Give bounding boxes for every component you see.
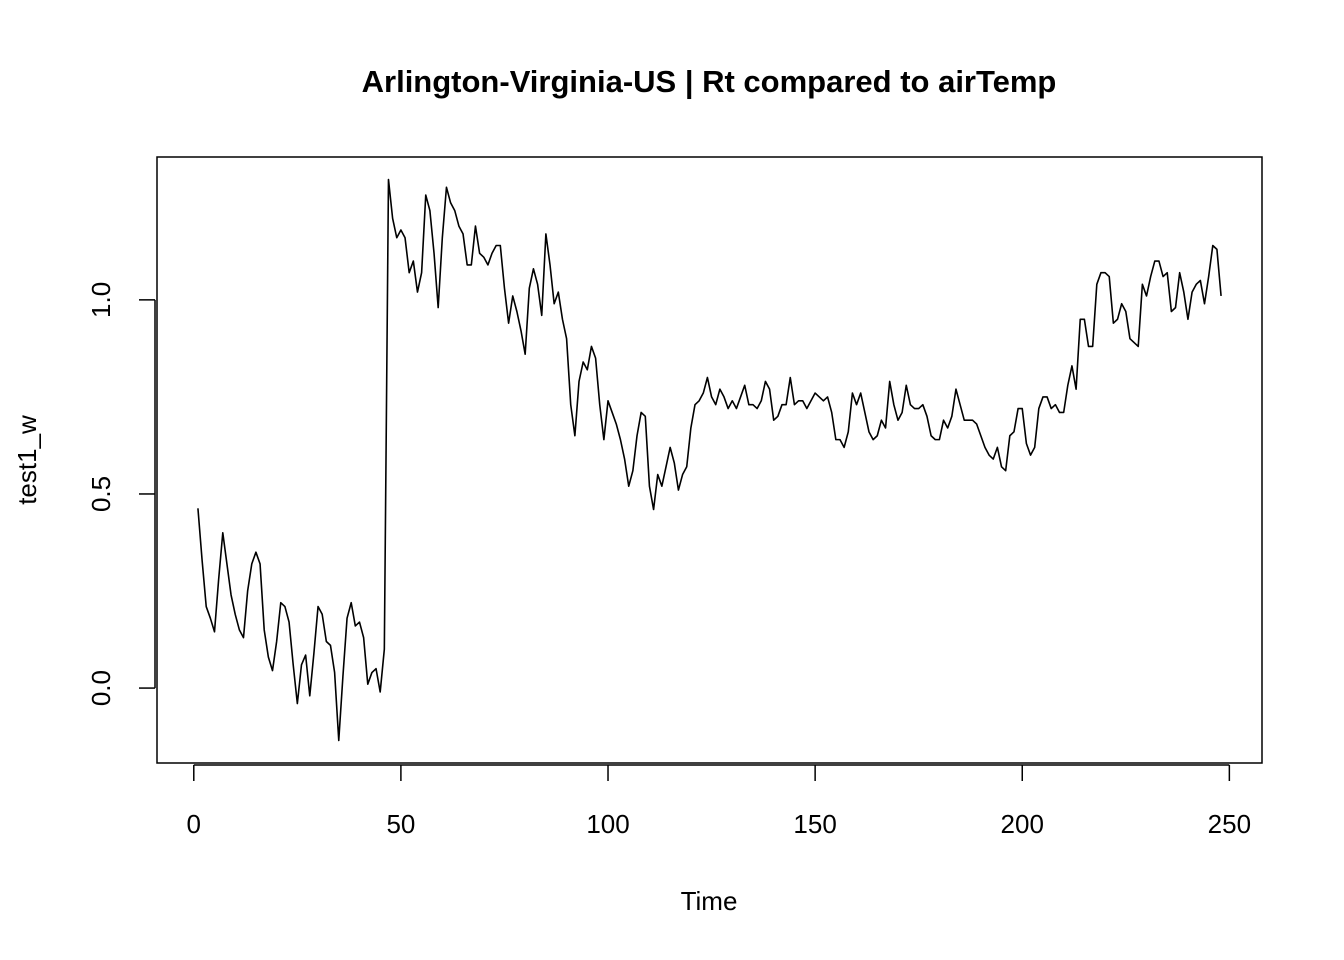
y-axis-label: test1_w [12,415,42,505]
y-tick-label: 1.0 [86,282,116,318]
y-tick-label: 0.5 [86,476,116,512]
data-line [197,178,1222,742]
x-tick-label: 50 [386,809,415,839]
chart-title: Arlington-Virginia-US | Rt compared to a… [362,64,1057,99]
x-tick-label: 150 [793,809,836,839]
y-tick-label: 0.0 [86,670,116,706]
x-tick-label: 0 [187,809,201,839]
x-axis-label: Time [681,886,738,916]
plot-box [156,156,1263,764]
x-tick-label: 250 [1208,809,1251,839]
x-tick-label: 100 [586,809,629,839]
x-tick-label: 200 [1001,809,1044,839]
